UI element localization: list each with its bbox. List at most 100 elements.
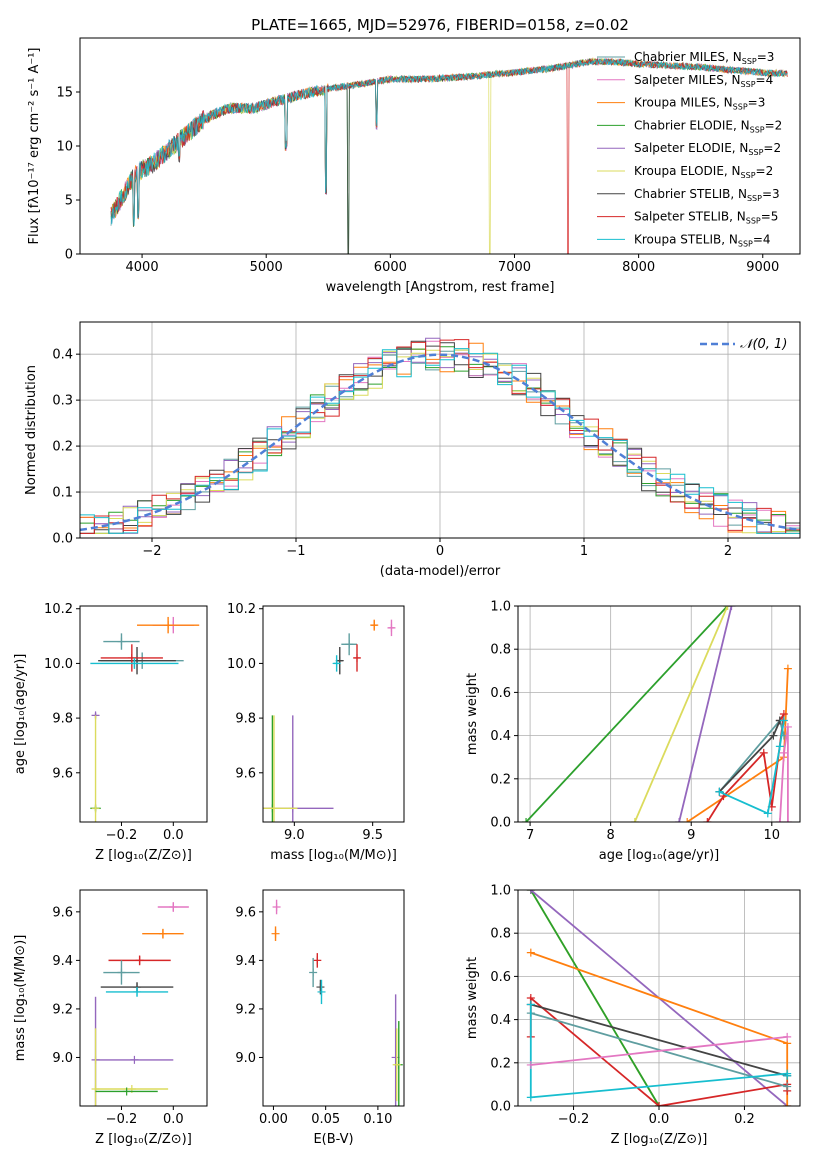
y-axis-label: Flux [fλ10⁻¹⁷ erg cm⁻² s⁻¹ A⁻¹] xyxy=(27,48,42,245)
weight-marker-salpeter-miles xyxy=(775,818,784,822)
legend-label-kroupa-stelib: Kroupa STELIB, NSSP=4 xyxy=(634,232,771,248)
weight-marker-chabrier-miles xyxy=(783,1082,792,1091)
x-tick-label: −2 xyxy=(142,544,161,559)
y-tick-label: 0.0 xyxy=(490,1100,511,1115)
x-tick-label: −1 xyxy=(286,544,305,559)
legend-label-kroupa-elodie: Kroupa ELODIE, NSSP=2 xyxy=(634,164,773,180)
y-tick-label: 0.6 xyxy=(490,970,511,985)
y-axis-label: age [log₁₀(age/yr)] xyxy=(13,654,28,775)
point-salpeter-elodie xyxy=(130,1055,139,1064)
x-tick-label: 4000 xyxy=(126,260,159,275)
weight-marker-kroupa-miles xyxy=(783,664,792,673)
y-tick-label: 0.0 xyxy=(490,816,511,831)
histogram-step-kroupa-stelib xyxy=(80,348,800,534)
y-axis-label: mass weight xyxy=(465,673,480,755)
weight-marker-salpeter-miles xyxy=(526,1060,535,1069)
y-tick-label: 10.0 xyxy=(227,657,256,672)
x-tick-label: 6000 xyxy=(374,260,407,275)
point-chabrier-stelib xyxy=(316,983,325,992)
x-tick-label: 9 xyxy=(687,828,695,843)
y-tick-label: 0 xyxy=(65,248,73,263)
plot-area xyxy=(90,616,200,822)
point-salpeter-stelib xyxy=(135,956,144,965)
mass-weight-vs-metallicity-panel: −0.2 0.0 0.2 0.0 0.2 0.4 0.6 0.8 1.0 Z [log₁₀(Z/Z… xyxy=(465,884,801,1147)
x-axis-label: wavelength [Angstrom, rest frame] xyxy=(326,280,555,295)
point-kroupa-elodie xyxy=(91,804,100,813)
weight-marker-kroupa-stelib xyxy=(775,742,784,751)
x-tick-label: 9.5 xyxy=(362,828,383,843)
age-vs-metallicity-panel: −0.2 0.0 9.6 9.8 10.0 10.2 Z [log₁₀(Z/Z⊙)] age … xyxy=(13,602,208,863)
y-tick-label: 9.0 xyxy=(235,1051,256,1066)
histogram-step-salpeter-stelib xyxy=(80,339,800,534)
plot-area xyxy=(80,337,800,534)
weight-line-chabrier-miles xyxy=(530,1012,788,1088)
legend-label-chabrier-stelib: Chabrier STELIB, NSSP=3 xyxy=(634,187,780,203)
y-axis-label: mass weight xyxy=(465,957,480,1039)
y-tick-label: 9.4 xyxy=(235,954,256,969)
y-tick-label: 9.0 xyxy=(52,1051,73,1066)
weight-marker-salpeter-miles xyxy=(783,818,792,822)
residual-histogram-panel: −2 −1 0 1 2 0.0 0.1 0.2 0.3 0.4 (data-model)/error… xyxy=(24,321,801,579)
y-tick-label: 15 xyxy=(56,86,73,101)
axes-frame xyxy=(79,889,208,1107)
y-tick-label: 0.0 xyxy=(52,532,73,547)
x-tick-label: 8 xyxy=(607,828,615,843)
y-tick-label: 10.2 xyxy=(227,602,256,617)
plot-area xyxy=(271,899,403,1106)
legend-label-salpeter-elodie: Salpeter ELODIE, NSSP=2 xyxy=(634,141,781,157)
y-tick-label: 0.6 xyxy=(490,686,511,701)
weight-marker-salpeter-stelib xyxy=(703,818,712,822)
y-tick-label: 1.0 xyxy=(490,600,511,615)
legend-label-chabrier-elodie: Chabrier ELODIE, NSSP=2 xyxy=(634,118,782,134)
x-axis-label: Z [log₁₀(Z/Z⊙)] xyxy=(95,848,192,863)
mass-vs-extinction-panel: 0.00 0.05 0.10 9.0 9.2 9.4 9.6 E(B-V) xyxy=(235,889,405,1147)
weight-line-chabrier-stelib xyxy=(530,1003,788,1077)
legend-label-salpeter-miles: Salpeter MILES, NSSP=4 xyxy=(634,73,773,89)
weight-marker-kroupa-stelib xyxy=(763,809,772,818)
y-tick-label: 1.0 xyxy=(490,884,511,899)
point-kroupa-miles xyxy=(158,929,167,938)
y-tick-label: 0.1 xyxy=(52,486,73,501)
plot-area xyxy=(263,619,396,822)
x-tick-label: 5000 xyxy=(250,260,283,275)
point-chabrier-miles xyxy=(345,640,354,649)
figure-title: PLATE=1665, MJD=52976, FIBERID=0158, z=0… xyxy=(251,16,629,34)
plot-area xyxy=(526,890,792,1106)
x-tick-label: 0.2 xyxy=(734,1112,755,1127)
x-tick-label: 10 xyxy=(764,828,781,843)
legend-label-salpeter-stelib: Salpeter STELIB, NSSP=5 xyxy=(634,210,778,226)
x-axis-label: Z [log₁₀(Z/Z⊙)] xyxy=(611,1132,708,1147)
x-tick-label: 9000 xyxy=(746,260,779,275)
spectrum-legend: Chabrier MILES, NSSP=3 Salpeter MILES, NS… xyxy=(597,50,782,248)
point-salpeter-stelib xyxy=(353,653,361,662)
axes-frame xyxy=(262,889,405,1107)
point-chabrier-miles xyxy=(117,637,126,646)
y-tick-label: 0.3 xyxy=(52,394,73,409)
plot-area xyxy=(110,57,788,254)
x-tick-label: −0.2 xyxy=(106,1112,138,1127)
x-tick-label: 0.00 xyxy=(259,1112,288,1127)
y-tick-label: 10 xyxy=(56,140,73,155)
y-axis-label: Normed distribution xyxy=(24,365,39,495)
y-tick-label: 9.2 xyxy=(235,1002,256,1017)
point-chabrier-miles xyxy=(117,968,126,977)
y-tick-label: 0.8 xyxy=(490,643,511,658)
y-tick-label: 9.6 xyxy=(52,905,73,920)
weight-marker-salpeter-elodie xyxy=(675,818,684,822)
weight-line-salpeter-stelib xyxy=(706,713,785,822)
y-tick-label: 0.2 xyxy=(490,772,511,787)
point-kroupa-elodie xyxy=(269,804,278,813)
point-kroupa-stelib xyxy=(317,987,326,996)
y-axis-label: mass [log₁₀(M/M⊙)] xyxy=(13,935,28,1062)
x-axis-label: Z [log₁₀(Z/Z⊙)] xyxy=(95,1132,192,1147)
plot-area xyxy=(91,902,189,1106)
gaussian-curve xyxy=(80,353,800,532)
point-chabrier-elodie xyxy=(122,1087,131,1096)
point-salpeter-miles xyxy=(272,902,281,911)
weight-line-salpeter-miles xyxy=(779,726,789,822)
weight-marker-kroupa-elodie xyxy=(630,818,639,822)
y-tick-label: 9.6 xyxy=(235,905,256,920)
point-kroupa-elodie xyxy=(392,1060,401,1069)
weight-marker-kroupa-stelib xyxy=(526,1093,535,1102)
